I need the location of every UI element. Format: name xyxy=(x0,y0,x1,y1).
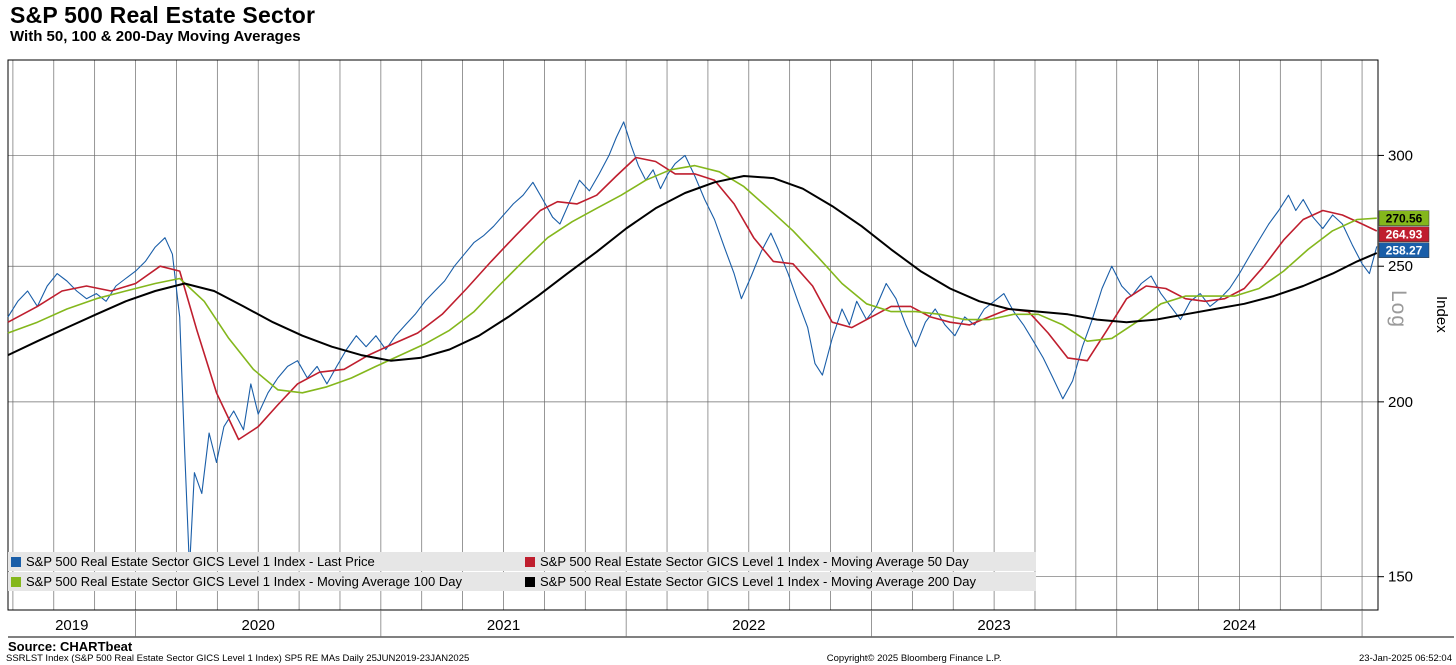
legend-label-ma-200: S&P 500 Real Estate Sector GICS Level 1 … xyxy=(540,574,976,589)
svg-text:150: 150 xyxy=(1388,569,1413,586)
legend-item-ma-200: S&P 500 Real Estate Sector GICS Level 1 … xyxy=(522,574,1036,589)
svg-text:270.56: 270.56 xyxy=(1386,212,1423,226)
svg-text:258.27: 258.27 xyxy=(1386,244,1423,258)
svg-text:2020: 2020 xyxy=(242,617,275,634)
svg-text:2021: 2021 xyxy=(487,617,520,634)
source-attribution: Source: CHARTbeat xyxy=(8,639,133,654)
ma-200-swatch-icon xyxy=(525,576,535,587)
page-subtitle: With 50, 100 & 200-Day Moving Averages xyxy=(10,28,301,45)
svg-text:2022: 2022 xyxy=(732,617,765,634)
footer-timestamp: 23-Jan-2025 06:52:04 xyxy=(1359,653,1452,664)
ma-100-swatch-icon xyxy=(11,576,21,587)
svg-text:2024: 2024 xyxy=(1223,617,1256,634)
svg-text:250: 250 xyxy=(1388,258,1413,275)
chart-header: S&P 500 Real Estate Sector With 50, 100 … xyxy=(10,2,315,46)
svg-text:264.93: 264.93 xyxy=(1386,228,1423,242)
last-price-swatch-icon xyxy=(11,556,21,567)
footer-ticker-info: SSRLST Index (S&P 500 Real Estate Sector… xyxy=(6,653,470,664)
svg-text:300: 300 xyxy=(1388,147,1413,164)
ma-50-swatch-icon xyxy=(525,556,535,567)
legend-item-last-price: S&P 500 Real Estate Sector GICS Level 1 … xyxy=(8,554,522,569)
legend-item-ma-50: S&P 500 Real Estate Sector GICS Level 1 … xyxy=(522,554,1036,569)
svg-text:2023: 2023 xyxy=(977,617,1010,634)
legend-label-ma-100: S&P 500 Real Estate Sector GICS Level 1 … xyxy=(26,574,462,589)
axis-scale-log-label: Log xyxy=(1387,290,1410,329)
terminal-footer: SSRLST Index (S&P 500 Real Estate Sector… xyxy=(6,653,1452,664)
legend-label-last-price: S&P 500 Real Estate Sector GICS Level 1 … xyxy=(26,554,375,569)
legend-row-2: S&P 500 Real Estate Sector GICS Level 1 … xyxy=(8,572,1036,591)
axis-unit-index-label: Index xyxy=(1433,296,1450,333)
legend-row-1: S&P 500 Real Estate Sector GICS Level 1 … xyxy=(8,552,1036,571)
page-title: S&P 500 Real Estate Sector xyxy=(10,2,316,28)
svg-text:200: 200 xyxy=(1388,394,1413,411)
chart-legend: S&P 500 Real Estate Sector GICS Level 1 … xyxy=(8,552,1036,592)
legend-label-ma-50: S&P 500 Real Estate Sector GICS Level 1 … xyxy=(540,554,969,569)
footer-copyright: Copyright© 2025 Bloomberg Finance L.P. xyxy=(826,653,1002,664)
legend-item-ma-100: S&P 500 Real Estate Sector GICS Level 1 … xyxy=(8,574,522,589)
svg-text:2019: 2019 xyxy=(55,617,88,634)
